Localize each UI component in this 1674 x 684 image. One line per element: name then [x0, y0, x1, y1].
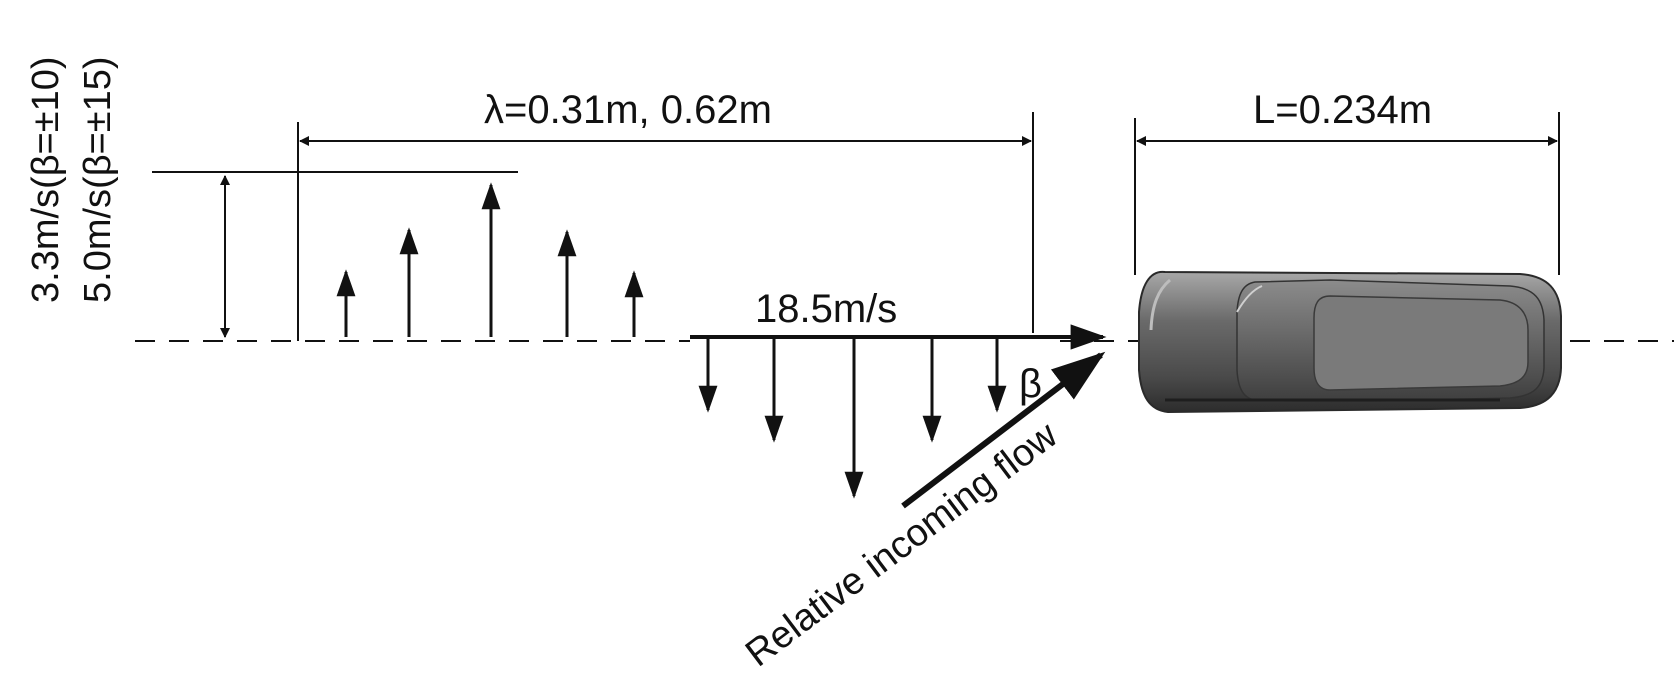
relative-flow-arrow: [901, 351, 1106, 509]
gust-amplitude-label-2: 5.0m/s(β=±15): [77, 56, 119, 303]
gust-amplitude-label-1: 3.3m/s(β=±10): [25, 56, 67, 303]
freestream-speed-label: 18.5m/s: [755, 287, 897, 331]
relative-flow-label: Relative incoming flow: [738, 414, 1066, 675]
vehicle-length-label: L=0.234m: [1253, 88, 1432, 132]
car-top-view-icon: [1138, 270, 1562, 414]
yaw-angle-label: β: [1019, 362, 1042, 406]
wavelength-label: λ=0.31m, 0.62m: [484, 88, 772, 132]
